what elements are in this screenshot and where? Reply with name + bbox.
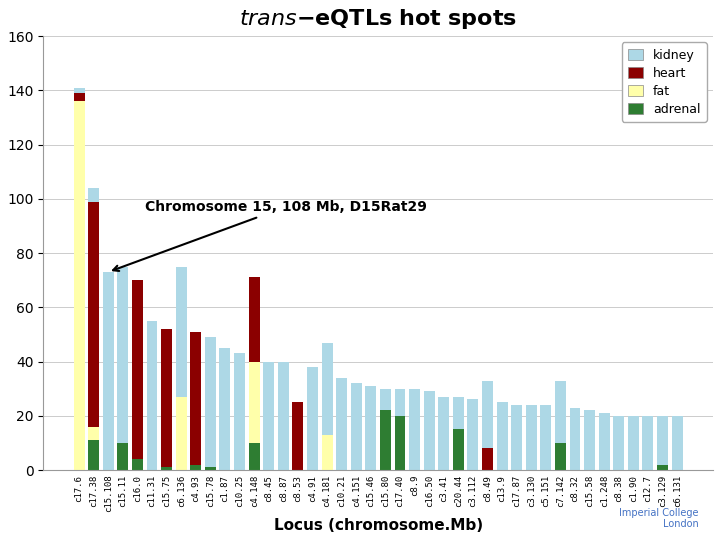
Bar xyxy=(89,188,99,201)
Bar xyxy=(351,383,361,470)
Bar xyxy=(526,405,536,470)
Bar xyxy=(628,416,639,470)
Bar xyxy=(555,443,566,470)
Bar xyxy=(278,361,289,470)
Bar xyxy=(161,467,172,470)
Bar xyxy=(147,321,158,470)
Bar xyxy=(248,278,260,361)
Bar xyxy=(132,280,143,459)
Bar xyxy=(248,361,260,443)
Bar xyxy=(336,378,347,470)
Bar xyxy=(438,397,449,470)
Bar xyxy=(220,348,230,470)
Bar xyxy=(599,413,610,470)
Bar xyxy=(453,397,464,429)
Bar xyxy=(511,405,522,470)
Bar xyxy=(73,93,84,101)
Bar xyxy=(423,392,435,470)
Bar xyxy=(190,332,202,464)
Bar xyxy=(613,416,624,470)
Bar xyxy=(89,440,99,470)
Bar xyxy=(264,361,274,470)
Bar xyxy=(176,267,186,397)
Title: $\mathit{trans}$$\bf{-eQTLs\ hot\ spots}$: $\mathit{trans}$$\bf{-eQTLs\ hot\ spots}… xyxy=(239,7,517,31)
Bar xyxy=(642,416,654,470)
Bar xyxy=(409,389,420,470)
Bar xyxy=(467,400,478,470)
Bar xyxy=(497,402,508,470)
Bar xyxy=(570,408,580,470)
Bar xyxy=(380,389,391,410)
Bar xyxy=(395,389,405,416)
Bar xyxy=(89,427,99,440)
Bar xyxy=(584,410,595,470)
Bar xyxy=(541,405,552,470)
Bar xyxy=(176,397,186,470)
Bar xyxy=(365,386,377,470)
Bar xyxy=(89,201,99,427)
Bar xyxy=(395,416,405,470)
Bar xyxy=(292,402,303,470)
Bar xyxy=(307,367,318,470)
Bar xyxy=(161,329,172,467)
Bar xyxy=(117,267,128,443)
X-axis label: Locus (chromosome.Mb): Locus (chromosome.Mb) xyxy=(274,518,482,533)
Bar xyxy=(453,429,464,470)
Text: Chromosome 15, 108 Mb, D15Rat29: Chromosome 15, 108 Mb, D15Rat29 xyxy=(113,200,427,271)
Bar xyxy=(322,342,333,435)
Bar xyxy=(482,381,493,448)
Bar xyxy=(73,101,84,470)
Bar xyxy=(73,87,84,93)
Bar xyxy=(322,435,333,470)
Bar xyxy=(103,272,114,470)
Bar xyxy=(482,448,493,470)
Text: Imperial College
London: Imperial College London xyxy=(619,508,698,529)
Bar xyxy=(248,443,260,470)
Bar xyxy=(657,464,668,470)
Bar xyxy=(132,459,143,470)
Bar xyxy=(205,337,216,467)
Bar xyxy=(380,410,391,470)
Bar xyxy=(190,464,202,470)
Bar xyxy=(205,467,216,470)
Legend: kidney, heart, fat, adrenal: kidney, heart, fat, adrenal xyxy=(622,42,707,122)
Bar xyxy=(657,416,668,464)
Bar xyxy=(117,443,128,470)
Bar xyxy=(555,381,566,443)
Bar xyxy=(234,353,245,470)
Bar xyxy=(672,416,683,470)
